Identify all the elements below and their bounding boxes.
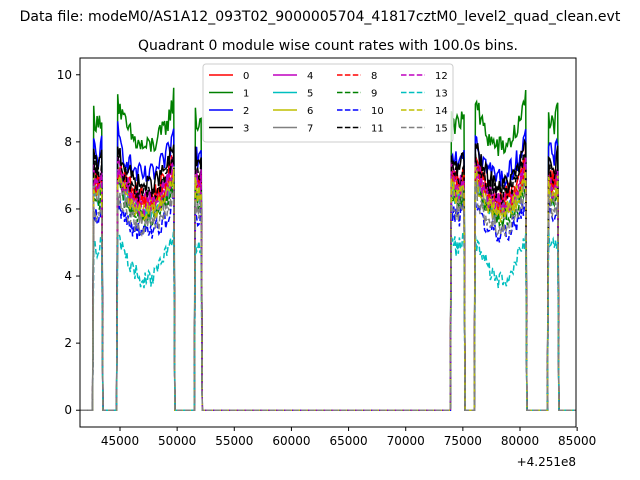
- x-tick-label: 85000: [558, 434, 596, 448]
- y-tick-label: 8: [64, 135, 72, 149]
- x-tick-label: 70000: [387, 434, 425, 448]
- x-tick-label: 50000: [158, 434, 196, 448]
- x-tick-label: 45000: [101, 434, 139, 448]
- legend-label-13: 13: [435, 89, 448, 100]
- plot-frame: [79, 57, 577, 428]
- legend-label-8: 8: [371, 71, 377, 82]
- legend-label-0: 0: [243, 71, 249, 82]
- y-tick-label: 10: [57, 68, 72, 82]
- legend-label-9: 9: [371, 89, 377, 100]
- x-tick-label: 80000: [501, 434, 539, 448]
- legend-label-14: 14: [435, 106, 448, 117]
- y-tick-label: 4: [64, 269, 72, 283]
- legend-label-3: 3: [243, 124, 249, 135]
- legend-label-10: 10: [371, 106, 384, 117]
- legend-label-6: 6: [307, 106, 313, 117]
- y-axis: 0 2 4 6 8 10: [57, 68, 80, 417]
- x-tick-label: 75000: [444, 434, 482, 448]
- legend-box: [202, 63, 454, 143]
- x-tick-label: 55000: [215, 434, 253, 448]
- chart-title: Quadrant 0 module wise count rates with …: [138, 38, 518, 54]
- legend-label-5: 5: [307, 89, 313, 100]
- legend-label-4: 4: [307, 71, 313, 82]
- legend-label-7: 7: [307, 124, 313, 135]
- x-offset-label: +4.251e8: [517, 455, 576, 469]
- series-layer: [80, 87, 576, 411]
- x-axis: 45000 50000 55000 60000 65000 70000 75000 80000…: [101, 427, 596, 448]
- y-tick-label: 6: [64, 202, 72, 216]
- series-line-15: [80, 181, 576, 411]
- legend-label-2: 2: [243, 106, 249, 117]
- series-line-12: [80, 157, 576, 411]
- chart-suptitle: Data file: modeM0/AS1A12_093T02_90000057…: [20, 9, 621, 25]
- x-tick-label: 60000: [272, 434, 310, 448]
- y-tick-label: 2: [64, 336, 72, 350]
- legend-label-12: 12: [435, 71, 448, 82]
- legend-label-15: 15: [435, 124, 448, 135]
- legend-label-1: 1: [243, 89, 249, 100]
- x-tick-label: 65000: [329, 434, 367, 448]
- y-tick-label: 0: [64, 403, 72, 417]
- legend-label-11: 11: [371, 124, 384, 135]
